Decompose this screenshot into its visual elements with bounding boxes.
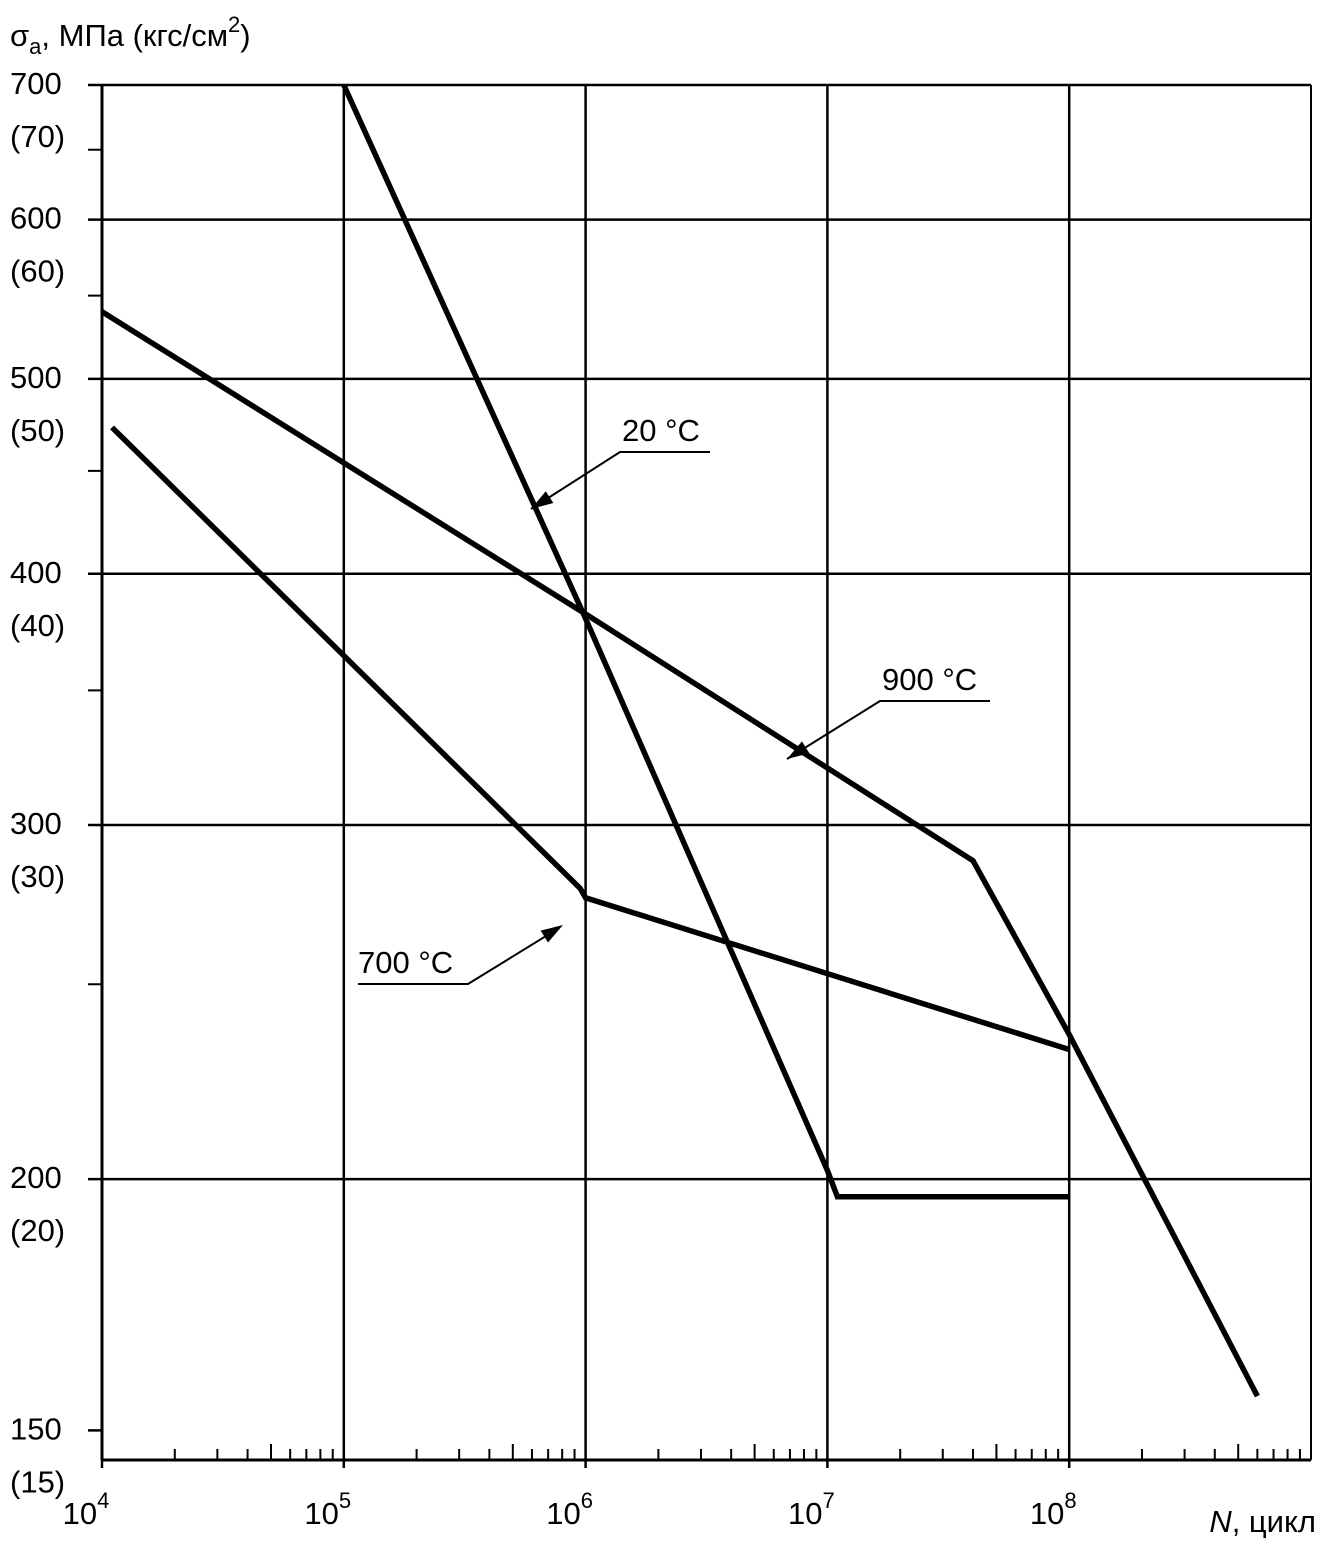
y-tick-label: 600 (10, 201, 62, 236)
tick-layer (88, 83, 1301, 1468)
x-tick-base: 10 (1030, 1496, 1064, 1531)
y-tick-label: 300 (10, 806, 62, 841)
x-tick-exponent: 8 (1064, 1488, 1076, 1513)
y-tick-label: 700 (10, 66, 62, 101)
y-axis-title: σa, МПа (кгс/см2) (10, 12, 251, 59)
y-axis-subscript: a (29, 34, 42, 59)
y-tick-label-alt: (60) (10, 254, 65, 289)
y-tick-label-alt: (20) (10, 1213, 65, 1248)
x-tick-exponent: 4 (97, 1488, 109, 1513)
y-tick-label-alt: (50) (10, 413, 65, 448)
series-line-900c (100, 309, 1260, 1398)
callout-20c-arrowhead (531, 491, 554, 509)
callout-900c-leader (786, 700, 990, 760)
callout-20c-leader (530, 451, 710, 510)
x-axis-title: N, цикл (1209, 1504, 1316, 1539)
callout-700c-arrowhead (540, 925, 563, 943)
x-tick-exponent: 5 (339, 1488, 351, 1513)
x-tick-base: 10 (304, 1496, 338, 1531)
callout-900c-arrowhead (787, 741, 810, 759)
y-axis-close: ) (240, 18, 250, 53)
x-tick-label: 108 (1030, 1488, 1077, 1531)
x-tick-exponent: 7 (823, 1488, 835, 1513)
y-tick-label: 400 (10, 555, 62, 590)
y-axis-units: , МПа (кгс/см (41, 18, 228, 53)
annotation-layer: 20 °C 900 °C 700 °C (358, 413, 990, 985)
x-tick-base: 10 (546, 1496, 580, 1531)
callout-20c-label: 20 °C (622, 413, 700, 448)
series-layer (100, 83, 1260, 1398)
x-tick-label: 106 (546, 1488, 593, 1531)
y-tick-label-alt: (40) (10, 608, 65, 643)
y-tick-label: 150 (10, 1411, 62, 1446)
x-axis-symbol: N (1209, 1504, 1232, 1539)
y-tick-label: 200 (10, 1160, 62, 1195)
y-axis-symbol: σ (10, 18, 29, 53)
label-layer: 700 (70) 600 (60) 500 (50) 400 (40) 300 (30) 200 (2… (10, 12, 1316, 1539)
x-tick-base: 10 (63, 1496, 97, 1531)
y-axis-superscript: 2 (228, 12, 240, 37)
x-tick-exponent: 6 (581, 1488, 593, 1513)
x-tick-base: 10 (788, 1496, 822, 1531)
grid-layer (100, 83, 1312, 1462)
series-line-700c (110, 425, 1071, 1053)
x-tick-label: 104 (63, 1488, 110, 1531)
y-tick-label-alt: (70) (10, 119, 65, 154)
callout-700c-leader (358, 927, 560, 985)
x-tick-label: 107 (788, 1488, 835, 1531)
x-axis-units: , цикл (1232, 1504, 1316, 1539)
callout-900c-label: 900 °C (882, 662, 977, 697)
y-tick-label: 500 (10, 360, 62, 395)
series-line-20c (341, 83, 1070, 1200)
y-tick-label-alt: (15) (10, 1464, 65, 1499)
y-tick-label-alt: (30) (10, 859, 65, 894)
callout-700c-label: 700 °C (358, 945, 453, 980)
x-tick-label: 105 (304, 1488, 351, 1531)
